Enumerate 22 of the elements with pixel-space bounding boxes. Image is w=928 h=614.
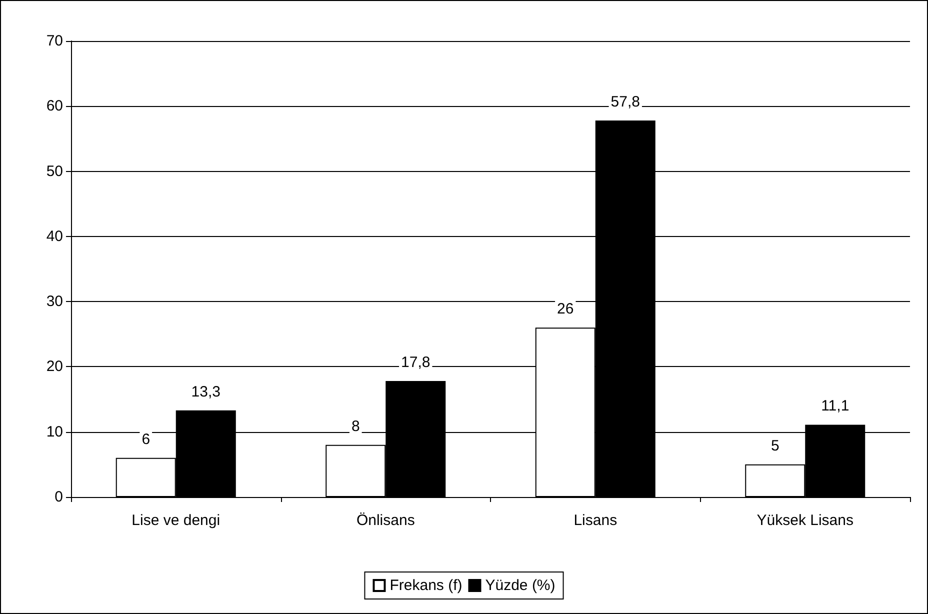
legend-label: Yüzde (%)	[485, 577, 556, 594]
y-tick-label: 60	[46, 98, 63, 115]
legend-label: Frekans (f)	[390, 577, 462, 594]
y-tick-label: 50	[46, 162, 63, 180]
y-tick-label: 70	[46, 32, 63, 50]
x-tick-label: Lisans	[574, 512, 618, 529]
data-label: 13,3	[191, 383, 220, 400]
data-label: 5	[770, 437, 780, 454]
data-label: 57,8	[610, 93, 640, 110]
x-tick-label: Lise ve dengi	[132, 512, 220, 529]
data-label: 8	[351, 418, 360, 435]
x-tick-label: Önlisans	[356, 512, 415, 529]
y-tick-label: 20	[46, 358, 63, 376]
y-tick-label: 10	[46, 423, 63, 440]
data-label: 11,1	[821, 398, 850, 415]
y-tick-label: 0	[54, 488, 63, 506]
data-label: 17,8	[401, 354, 430, 372]
y-tick-label: 30	[46, 293, 63, 310]
x-tick-label: Yüksek Lisans	[756, 512, 854, 529]
data-label: 26	[557, 300, 574, 318]
data-label: 6	[142, 430, 150, 448]
y-tick-label: 40	[46, 228, 63, 245]
